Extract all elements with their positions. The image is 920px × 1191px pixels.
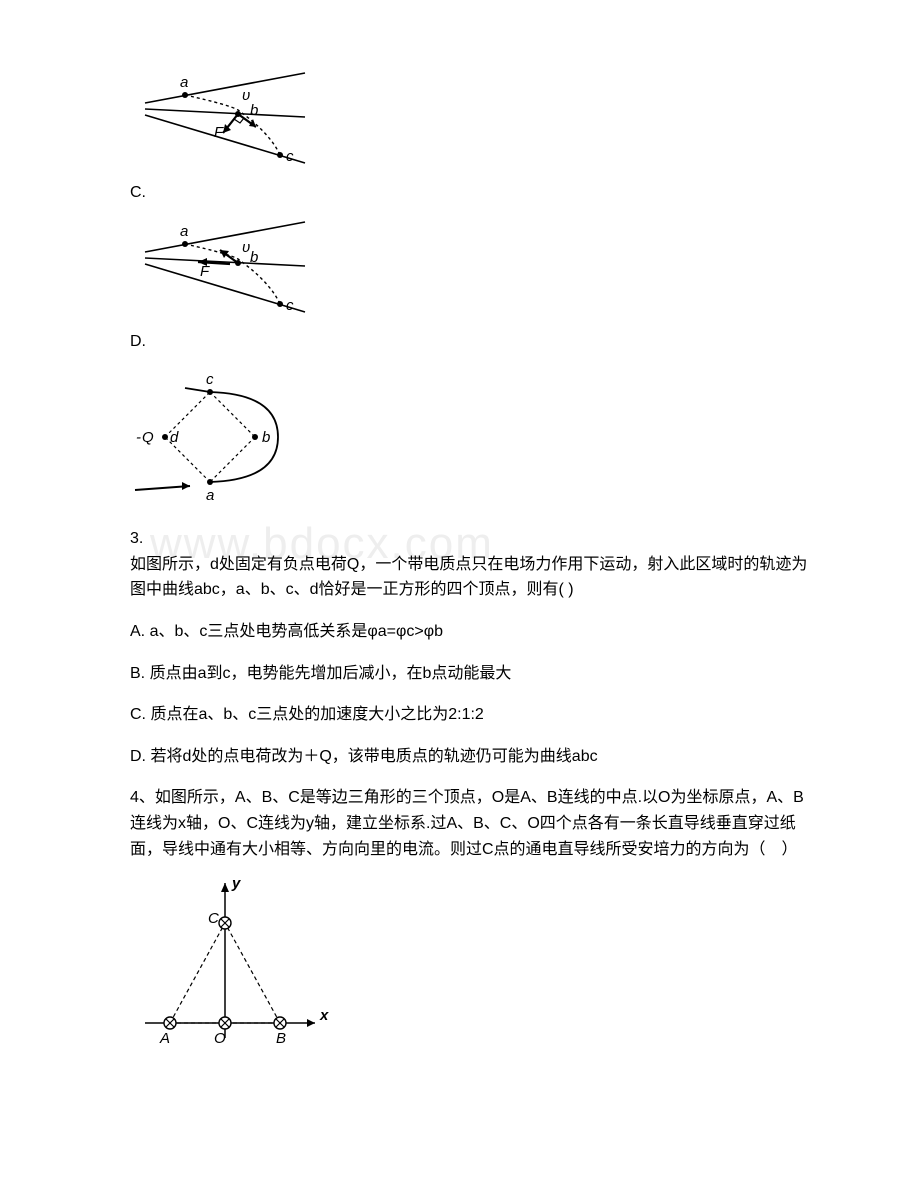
label-v-d: υ bbox=[242, 239, 250, 256]
svg-text:-: - bbox=[136, 429, 141, 446]
label-v: υ bbox=[242, 87, 250, 104]
q3-number-stem: www.bdocx.com 3. 如图所示，d处固定有负点电荷Q，一个带电质点只… bbox=[130, 526, 810, 603]
option-c-letter: C. bbox=[130, 180, 810, 206]
option-d-figure-block: a b c υ F bbox=[130, 214, 810, 324]
q3-label-c: c bbox=[206, 371, 214, 388]
wire-O bbox=[219, 1017, 231, 1029]
label-b-d: b bbox=[250, 249, 258, 266]
q4-figure-block: A B C O x y bbox=[130, 868, 810, 1058]
q3-choice-b: B. 质点由a到c，电势能先增加后减小，在b点动能最大 bbox=[130, 661, 810, 687]
label-c: c bbox=[286, 148, 294, 165]
wire-C bbox=[219, 917, 231, 929]
q3-label-a: a bbox=[206, 487, 214, 504]
q3-label-Q: Q bbox=[142, 429, 154, 446]
q3-number: 3. bbox=[130, 530, 143, 547]
q4-label-y: y bbox=[231, 875, 241, 892]
option-d-letter: D. bbox=[130, 329, 810, 355]
q4-label-O: O bbox=[214, 1030, 226, 1047]
option-c-figure-block: a b c υ F bbox=[130, 65, 810, 175]
q3-choice-d: D. 若将d处的点电荷改为＋Q，该带电质点的轨迹仍可能为曲线abc bbox=[130, 744, 810, 770]
q4-label-A: A bbox=[159, 1030, 170, 1047]
label-c-d: c bbox=[286, 297, 294, 314]
q3-svg: c b a d - Q bbox=[130, 362, 290, 512]
label-a-d: a bbox=[180, 223, 188, 240]
q3-figure-block: c b a d - Q bbox=[130, 362, 810, 512]
q4-label-B: B bbox=[276, 1030, 286, 1047]
q3-stem: 如图所示，d处固定有负点电荷Q，一个带电质点只在电场力作用下运动，射入此区域时的… bbox=[130, 556, 807, 599]
option-c-svg: a b c υ F bbox=[130, 65, 320, 175]
q4-svg: A B C O x y bbox=[130, 868, 340, 1058]
option-d-svg: a b c υ F bbox=[130, 214, 320, 324]
q3-label-b: b bbox=[262, 429, 270, 446]
label-F-d: F bbox=[200, 263, 210, 280]
q4-label-C: C bbox=[208, 910, 219, 927]
wire-A bbox=[164, 1017, 176, 1029]
label-a: a bbox=[180, 74, 188, 91]
label-b: b bbox=[250, 102, 258, 119]
label-F: F bbox=[214, 124, 224, 141]
wire-B bbox=[274, 1017, 286, 1029]
q3-label-d: d bbox=[170, 429, 179, 446]
q3-choice-c: C. 质点在a、b、c三点处的加速度大小之比为2:1:2 bbox=[130, 702, 810, 728]
q4-stem: 4、如图所示，A、B、C是等边三角形的三个顶点，O是A、B连线的中点.以O为坐标… bbox=[130, 785, 810, 862]
q3-choice-a: A. a、b、c三点处电势高低关系是φa=φc>φb bbox=[130, 619, 810, 645]
q4-label-x: x bbox=[319, 1007, 329, 1024]
